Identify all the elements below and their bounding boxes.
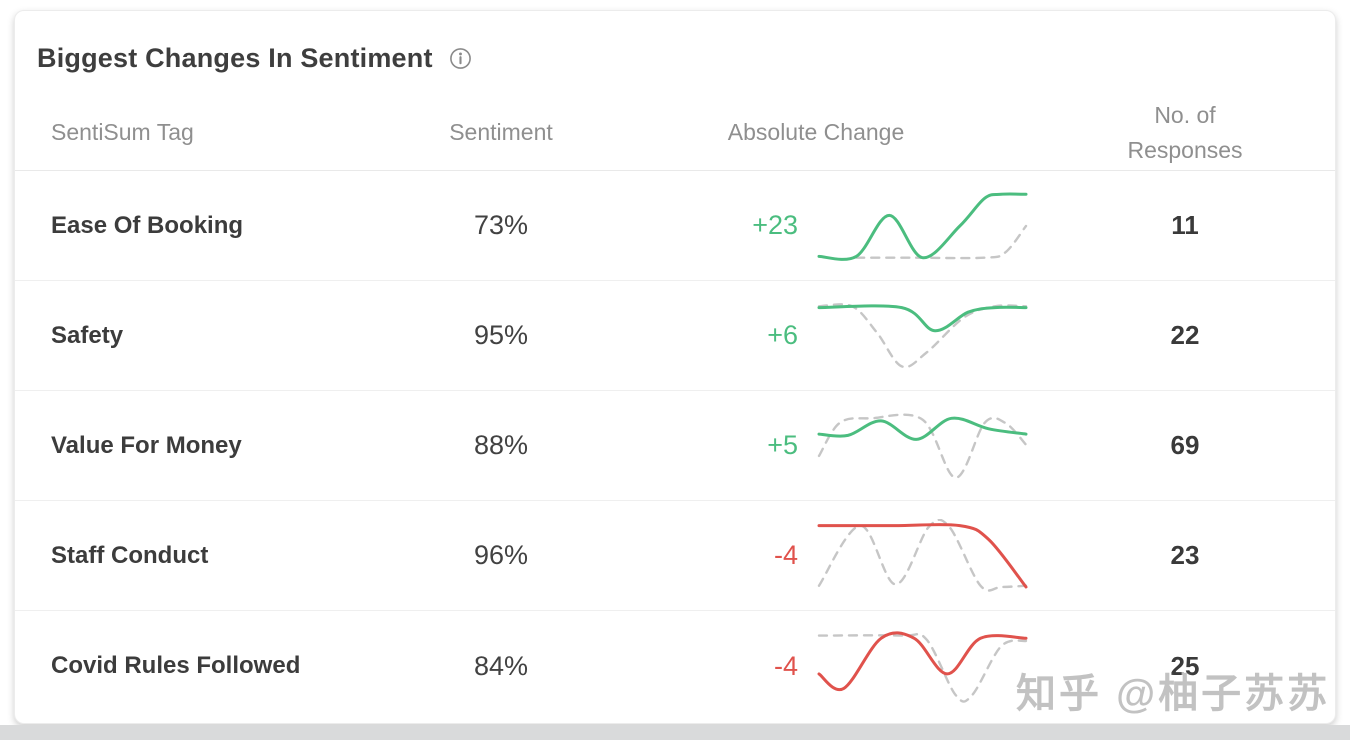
change-value: -4 — [773, 540, 798, 570]
column-header-sentiment: Sentiment — [449, 119, 553, 145]
responses-value: 69 — [1170, 430, 1200, 460]
tag-label: Value For Money — [51, 431, 242, 459]
table-row: Staff Conduct 96% -4 23 — [15, 501, 1335, 611]
page-background-strip — [0, 725, 1350, 740]
change-value: +23 — [752, 210, 798, 240]
tag-label: Ease Of Booking — [51, 211, 244, 239]
trend-sparkline — [817, 302, 1028, 368]
card-title: Biggest Changes In Sentiment — [37, 42, 433, 73]
absolute-change-cell: -4 — [601, 518, 1031, 593]
column-header-absolute-change: Absolute Change — [727, 119, 905, 145]
trend-sparkline — [817, 192, 1028, 261]
table-header-row: SentiSum Tag Sentiment Absolute Change N… — [15, 95, 1335, 171]
change-value: -4 — [773, 650, 798, 681]
sentiment-value: 95% — [473, 320, 529, 350]
change-value: +5 — [767, 430, 798, 460]
card-header: Biggest Changes In Sentiment — [15, 11, 1335, 95]
responses-value: 22 — [1170, 320, 1200, 350]
sentiment-value: 88% — [473, 430, 529, 460]
absolute-change-cell: +5 — [601, 409, 1031, 483]
info-circle-icon[interactable] — [449, 47, 472, 70]
responses-value: 11 — [1171, 210, 1199, 240]
absolute-change-cell: -4 — [601, 629, 1031, 703]
responses-value: 23 — [1170, 540, 1200, 570]
column-header-tag: SentiSum Tag — [51, 119, 194, 145]
trend-sparkline — [817, 518, 1028, 592]
sentiment-value: 96% — [473, 540, 529, 570]
change-value: +6 — [767, 320, 798, 350]
absolute-change-cell: +23 — [601, 189, 1031, 263]
sentiment-changes-card: Biggest Changes In Sentiment SentiSum Ta… — [14, 10, 1336, 724]
table-row: Value For Money 88% +5 69 — [15, 391, 1335, 501]
trend-sparkline — [817, 631, 1028, 703]
tag-label: Safety — [51, 321, 124, 349]
table-row: Safety 95% +6 22 — [15, 281, 1335, 391]
column-header-responses: No. of Responses — [1127, 102, 1243, 163]
table-row: Ease Of Booking 73% +23 11 — [15, 171, 1335, 281]
tag-label: Covid Rules Followed — [51, 652, 301, 679]
responses-value: 25 — [1170, 650, 1200, 681]
absolute-change-cell: +6 — [601, 299, 1031, 373]
trend-sparkline — [817, 412, 1028, 479]
sentiment-value: 73% — [473, 210, 529, 240]
tag-label: Staff Conduct — [51, 541, 209, 569]
sentiment-value: 84% — [473, 650, 529, 681]
table-row: Covid Rules Followed 84% -4 25 — [15, 611, 1335, 721]
